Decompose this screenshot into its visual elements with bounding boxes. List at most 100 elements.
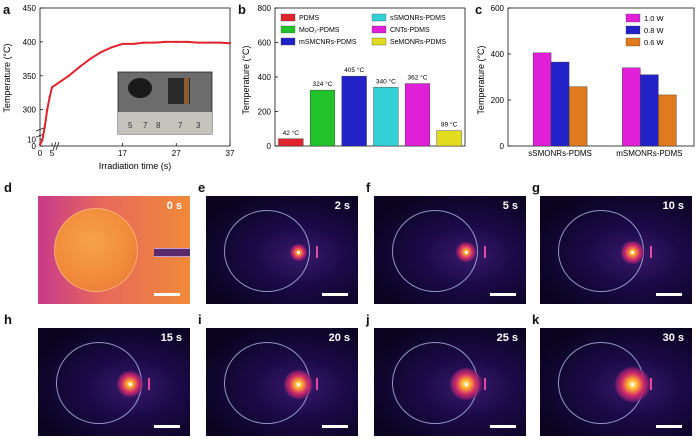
- laser-fiber: [154, 248, 190, 257]
- measurement-marker: [465, 383, 468, 386]
- data-point: [218, 41, 221, 44]
- bar-0-1: [550, 61, 570, 147]
- fiber-tip: [148, 378, 150, 390]
- thermal-frame-k: 30 s: [540, 328, 692, 436]
- fiber-tip: [650, 246, 652, 258]
- bar-1-1: [640, 74, 659, 147]
- data-point: [41, 138, 44, 142]
- legend-swatch: [371, 37, 387, 46]
- y-tick-label: 400: [258, 73, 272, 82]
- sample-outline: [558, 210, 644, 292]
- bar-1-2: [658, 94, 677, 147]
- x-tick-label: mSMONRs-PDMS: [616, 149, 682, 158]
- thermal-frame-e: 2 s: [206, 196, 358, 304]
- data-point: [43, 125, 46, 128]
- data-point: [89, 57, 92, 60]
- data-point: [67, 74, 70, 77]
- data-point: [50, 86, 54, 89]
- thermal-frame-d: 0 s: [38, 196, 190, 304]
- y-tick-label: 600: [491, 4, 505, 13]
- sample-disk: [54, 208, 138, 292]
- x-tick-label: 0: [38, 149, 43, 158]
- fiber-tip: [316, 246, 318, 258]
- data-point: [142, 41, 146, 44]
- bar-5: [436, 130, 462, 147]
- measurement-marker: [631, 251, 634, 254]
- time-label: 30 s: [662, 332, 684, 344]
- scale-bar: [656, 293, 682, 296]
- data-point: [99, 50, 103, 54]
- y-axis-label: Temperature (°C): [476, 45, 486, 114]
- data-label: 405 °C: [344, 66, 364, 74]
- ruler-label: 5: [128, 121, 133, 130]
- thermal-frame-h: 15 s: [38, 328, 190, 436]
- scale-bar: [656, 425, 682, 428]
- data-point: [48, 96, 51, 99]
- bar-3: [373, 87, 399, 147]
- thermal-frame-i: 20 s: [206, 328, 358, 436]
- data-point: [153, 41, 156, 44]
- x-tick-label: 27: [172, 149, 181, 158]
- ruler-label: 7: [178, 121, 183, 130]
- x-tick-label: 17: [118, 149, 127, 158]
- y-tick-label: 400: [491, 50, 505, 59]
- legend-entry: SeMONRs-PDMS: [390, 39, 446, 46]
- data-label: 340 °C: [376, 77, 396, 85]
- thermal-frame-j: 25 s: [374, 328, 526, 436]
- ruler-label: 7: [143, 121, 148, 130]
- time-label: 2 s: [334, 200, 350, 212]
- legend-entry: PDMS: [299, 15, 320, 22]
- bar-0-2: [568, 86, 588, 147]
- data-point: [164, 40, 167, 43]
- panel-letter-b: b: [238, 2, 246, 17]
- legend-entry: mSMCNRs-PDMS: [299, 39, 357, 46]
- data-point: [46, 108, 49, 111]
- panel-letter-f: f: [366, 180, 371, 195]
- legend-swatch: [280, 13, 296, 22]
- plot-frame: [39, 7, 231, 147]
- measurement-marker: [297, 251, 300, 254]
- thermal-frame-f: 5 s: [374, 196, 526, 304]
- sample-outline: [392, 210, 478, 292]
- bar-4: [404, 83, 431, 147]
- y-tick-label: 450: [23, 4, 37, 13]
- y-tick-label: 0: [267, 142, 272, 151]
- x-axis-break: [52, 141, 57, 151]
- y-axis-label: Temperature (°C): [241, 45, 251, 114]
- fiber-tip: [316, 378, 318, 390]
- legend-entry: CNTs-PDMS: [390, 27, 430, 34]
- x-axis-break: [55, 141, 60, 151]
- data-point: [207, 41, 210, 44]
- y-axis-label: Temperature (°C): [2, 43, 12, 112]
- ruler-label: 3: [196, 121, 201, 130]
- legend-swatch: [280, 25, 296, 34]
- data-point: [132, 42, 135, 46]
- round-sample: [128, 78, 152, 98]
- data-point: [175, 40, 178, 43]
- scale-bar: [154, 425, 180, 428]
- y-tick-label: 350: [23, 72, 37, 81]
- bar-2: [341, 75, 367, 147]
- y-tick-label: 200: [491, 96, 505, 105]
- panel-letter-a: a: [3, 2, 11, 17]
- plot-frame: [507, 7, 695, 147]
- y-axis-break: [35, 127, 45, 132]
- y-tick-label: 0: [500, 142, 505, 151]
- y-tick-label: 800: [258, 4, 272, 13]
- x-tick-label: 37: [226, 149, 235, 158]
- legend-entry: 1.0 W: [644, 14, 665, 23]
- bar-1-0: [622, 67, 641, 147]
- panel-letter-d: d: [4, 180, 12, 195]
- data-point: [185, 40, 189, 43]
- bar-0: [278, 138, 304, 147]
- sample-outline: [224, 210, 310, 292]
- time-label: 10 s: [662, 200, 684, 212]
- y-tick-label: 0: [32, 142, 37, 151]
- time-label: 0 s: [166, 200, 182, 212]
- data-point: [196, 41, 199, 44]
- fiber-tip: [484, 378, 486, 390]
- y-tick-label: 10: [27, 135, 36, 144]
- material-temperature-bar-chart: 0 200 400 600 800 42 °C 324 °C 405 °C 340 °C 362…: [241, 4, 466, 151]
- scale-bar: [322, 425, 348, 428]
